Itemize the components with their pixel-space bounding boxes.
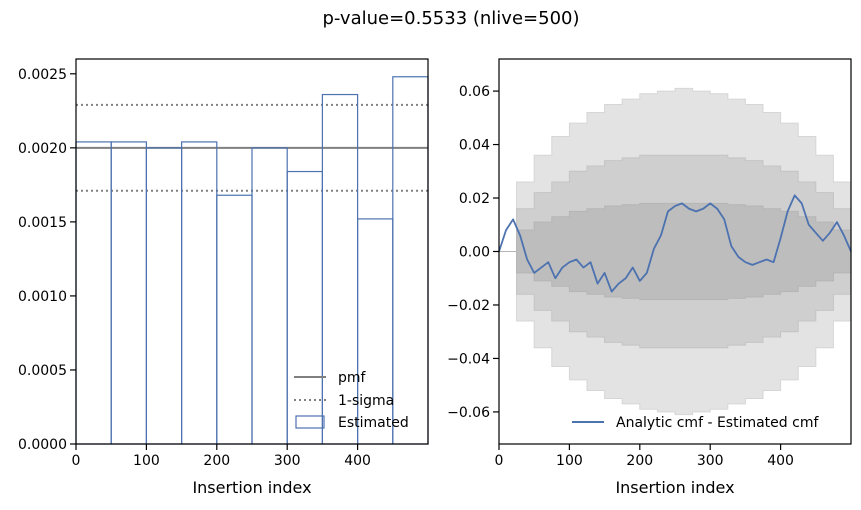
y-tick-label: 0.0000	[18, 437, 67, 453]
histogram-bar	[145, 147, 183, 445]
histogram-bar	[357, 218, 394, 445]
left-axes-frame	[75, 58, 429, 445]
y-tick-label: 0.0020	[18, 141, 67, 157]
histogram-bar	[392, 76, 429, 445]
legend-estimated-label: Estimated	[338, 415, 409, 431]
right-ticks: 0 100 200 300 400 0.06 0.04 0.02 0.00 −0.02 −0.04 −…	[447, 84, 794, 469]
x-tick-label: 300	[697, 453, 724, 469]
sigma1-band	[499, 202, 852, 301]
right-chart: 0 100 200 300 400 0.06 0.04 0.02 0.00 −0.02 −0.04 −…	[447, 58, 852, 497]
x-tick-label: 300	[274, 453, 301, 469]
figure-title: p-value=0.5533 (nlive=500)	[322, 8, 579, 29]
histogram-bar	[75, 141, 112, 445]
x-tick-label: 0	[72, 453, 81, 469]
cmf-difference-line	[498, 194, 852, 293]
legend-difference-label: Analytic cmf - Estimated cmf	[616, 415, 819, 431]
y-tick-label: −0.04	[447, 351, 490, 367]
y-tick-label: 0.0025	[18, 67, 67, 83]
x-tick-label: 400	[767, 453, 794, 469]
histogram-bar	[286, 170, 324, 445]
histogram-bar	[216, 194, 253, 445]
y-tick-label: 0.06	[459, 84, 490, 100]
y-tick-label: 0.0005	[18, 363, 67, 379]
y-tick-label: 0.00	[459, 245, 490, 261]
histogram-bar	[181, 141, 218, 445]
x-tick-label: 200	[626, 453, 653, 469]
y-tick-label: 0.0015	[18, 215, 67, 231]
right-plot-area	[498, 87, 852, 416]
left-plot-area	[75, 76, 429, 445]
histogram-bar	[110, 141, 147, 445]
left-x-axis-label: Insertion index	[192, 478, 311, 497]
left-chart: 0 100 200 300 400 0.0000 0.0005 0.0010 0.0015 0.0…	[18, 58, 429, 497]
x-tick-label: 100	[133, 453, 160, 469]
x-tick-label: 100	[556, 453, 583, 469]
x-tick-label: 400	[344, 453, 371, 469]
y-tick-label: 0.04	[459, 138, 490, 154]
right-x-axis-label: Insertion index	[615, 478, 734, 497]
legend-sigma-label: 1-sigma	[338, 393, 394, 409]
x-tick-label: 0	[495, 453, 504, 469]
y-tick-label: −0.06	[447, 405, 490, 421]
histogram-bar	[251, 147, 288, 445]
left-legend: pmf 1-sigma Estimated	[294, 370, 409, 431]
x-tick-label: 200	[203, 453, 230, 469]
left-ticks: 0 100 200 300 400 0.0000 0.0005 0.0010 0.0015 0.0…	[18, 67, 371, 469]
legend-pmf-label: pmf	[338, 370, 367, 386]
right-legend: Analytic cmf - Estimated cmf	[572, 415, 819, 431]
y-tick-label: 0.0010	[18, 289, 67, 305]
y-tick-label: 0.02	[459, 191, 490, 207]
y-tick-label: −0.02	[447, 298, 490, 314]
legend-estimated-swatch	[295, 415, 325, 429]
